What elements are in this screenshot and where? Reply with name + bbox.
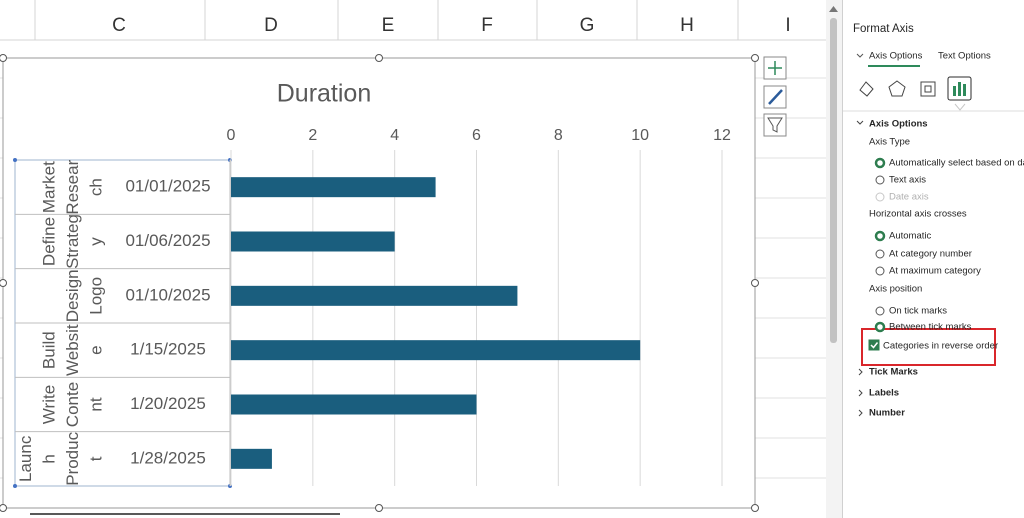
radio-label: Date axis [889,192,929,203]
format-panel [843,0,1024,518]
category-label: t [86,456,105,461]
group-label: Axis position [869,284,922,295]
category-label: Launc [16,435,35,482]
bar [231,231,395,252]
category-label: Strateg [63,214,82,269]
category-label: ch [86,178,105,196]
radio-label[interactable]: Text axis [889,175,926,186]
chart-styles-button[interactable] [763,85,787,109]
section-chevron[interactable] [858,389,863,397]
column-header[interactable]: C [112,15,126,36]
column-header[interactable]: G [580,15,595,36]
panel-tab[interactable]: Text Options [938,51,991,62]
column-header-bar [0,0,838,40]
group-label: Horizontal axis crosses [869,209,967,220]
x-tick-label: 12 [713,127,731,144]
category-label: Define [39,217,58,266]
radio-label[interactable]: Automatic [889,231,931,242]
bar [231,285,518,306]
x-tick-label: 2 [308,127,317,144]
highlight-box [861,328,996,366]
category-label: nt [86,397,105,411]
date-label: 1/28/2025 [130,448,206,467]
category-label: Market [39,161,58,213]
category-label: Websit [63,324,82,376]
checkbox[interactable] [868,339,880,351]
radio-label[interactable]: Between tick marks [889,322,972,333]
category-label: Resear [63,159,82,214]
column-header[interactable]: H [680,15,694,36]
bar [231,340,641,361]
date-label: 01/10/2025 [125,285,210,304]
section-chevron[interactable] [858,368,863,376]
date-label: 01/01/2025 [125,177,210,196]
radio-button[interactable] [874,321,886,333]
category-label: Conte [63,382,82,427]
radio-button[interactable] [875,306,885,316]
section-header[interactable]: Tick Marks [869,367,918,378]
checkmark [870,342,879,349]
category-label: Write [39,385,58,424]
section-header[interactable]: Number [869,408,905,419]
axis-options-icon[interactable] [947,76,972,101]
chart-area[interactable] [2,57,756,509]
radio-label[interactable]: At category number [889,249,972,260]
category-label: y [86,237,105,246]
checkbox-label[interactable]: Categories in reverse order [883,341,998,352]
category-label: Logo [86,277,105,315]
section-header[interactable]: Labels [869,388,899,399]
chart-title: Duration [277,80,372,108]
radio-button [875,192,885,202]
date-label: 1/15/2025 [130,340,206,359]
x-tick-label: 6 [472,127,481,144]
radio-button[interactable] [875,266,885,276]
effects-icon[interactable] [888,80,906,97]
bar [231,394,477,415]
date-label: 1/20/2025 [130,394,206,413]
category-label: Design [63,269,82,322]
scroll-up[interactable] [829,6,838,12]
chart-filters-button[interactable] [763,113,787,137]
panel-tab[interactable]: Axis Options [869,51,923,62]
radio-label[interactable]: Automatically select based on data [889,158,1024,169]
category-label: e [86,345,105,354]
section-header[interactable]: Axis Options [869,119,928,130]
x-tick-label: 4 [390,127,399,144]
selection-handles[interactable] [0,54,759,512]
category-label: Produc [63,431,82,485]
section-chevron[interactable] [858,409,863,417]
panel-content: Format Axis Axis Options Text Options Ax… [843,23,1024,419]
category-label: Build [39,331,58,369]
date-label: 01/06/2025 [125,231,210,250]
radio-button[interactable] [874,230,886,242]
chart-elements-button[interactable] [763,56,787,80]
tab-chevron [856,53,864,58]
bar [231,177,436,198]
radio-button[interactable] [875,249,885,259]
x-tick-label: 8 [554,127,563,144]
column-header[interactable]: D [264,15,278,36]
size-icon[interactable] [920,81,936,97]
section-chevron[interactable] [856,120,864,125]
x-tick-label: 10 [631,127,649,144]
panel-title: Format Axis [853,23,914,35]
icon-pointer [954,103,966,111]
radio-label[interactable]: At maximum category [889,266,981,277]
column-header[interactable]: F [481,15,493,36]
radio-label[interactable]: On tick marks [889,306,947,317]
fill-icon[interactable] [859,81,874,97]
scrollbar-thumb[interactable] [830,18,837,343]
x-tick-label: 0 [227,127,236,144]
radio-button[interactable] [874,157,886,169]
bar [231,448,272,469]
column-header[interactable]: E [382,15,395,36]
radio-button[interactable] [875,175,885,185]
group-label: Axis Type [869,137,910,148]
column-header[interactable]: I [785,15,790,36]
category-label: h [39,454,58,463]
